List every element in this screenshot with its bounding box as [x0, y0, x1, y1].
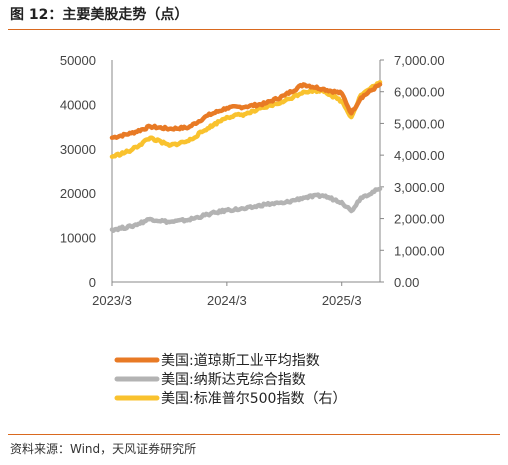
- chart-lines: [109, 79, 383, 233]
- legend-label-0: 美国:道琼斯工业平均指数: [161, 353, 320, 369]
- y-left-tick-label: 40000: [60, 97, 96, 112]
- series-line-2: [109, 79, 383, 159]
- y-left-tick-label: 10000: [60, 231, 96, 246]
- y-right-tick-label: 1,000.00: [394, 243, 445, 258]
- y-right-tick-label: 5,000.00: [394, 116, 445, 131]
- y-right-tick-label: 6,000.00: [394, 85, 445, 100]
- y-left-tick-label: 0: [89, 275, 96, 290]
- y-left-tick-label: 50000: [60, 53, 96, 68]
- x-tick-label: 2025/3: [322, 293, 362, 308]
- y-right-tick-label: 2,000.00: [394, 212, 445, 227]
- y-right-tick-label: 4,000.00: [394, 148, 445, 163]
- legend-label-1: 美国:纳斯达克综合指数: [161, 372, 306, 388]
- y-right-tick-label: 0.00: [394, 275, 419, 290]
- series-line-0: [109, 82, 383, 140]
- source-note: 资料来源：Wind，天风证券研究所: [10, 442, 197, 456]
- y-right-tick-label: 7,000.00: [394, 53, 445, 68]
- y-left-tick-label: 20000: [60, 186, 96, 201]
- x-tick-label: 2024/3: [207, 293, 247, 308]
- y-right-tick-label: 3,000.00: [394, 180, 445, 195]
- figure-title: 图 12：主要美股走势（点）: [10, 7, 189, 23]
- series-line-1: [109, 186, 383, 233]
- top-divider: [8, 29, 500, 30]
- chart-axes: 0 10000 20000 30000 40000 50000 0.00 1,000.00 2,…: [60, 53, 445, 308]
- bottom-divider: [8, 434, 500, 435]
- x-tick-label: 2023/3: [92, 293, 132, 308]
- legend-label-2: 美国:标准普尔500指数（右）: [161, 391, 346, 407]
- y-left-tick-label: 30000: [60, 142, 96, 157]
- line-chart: 0 10000 20000 30000 40000 50000 0.00 1,000.00 2,…: [60, 53, 445, 407]
